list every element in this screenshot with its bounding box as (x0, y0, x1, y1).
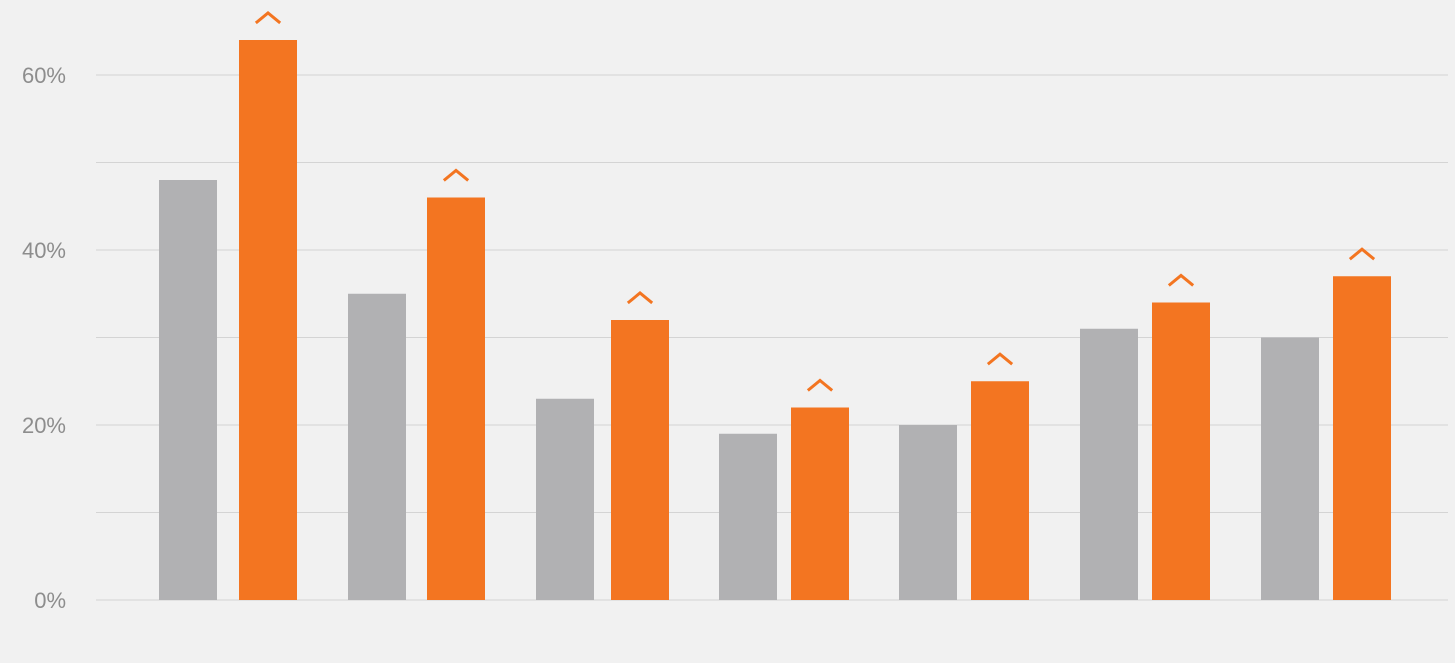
increase-chevron-icon (806, 378, 834, 392)
increase-markers (254, 11, 1376, 392)
bar-series1-category2 (348, 293, 406, 600)
y-tick-label: 60% (22, 63, 66, 88)
increase-chevron-icon (1167, 273, 1195, 287)
bar-series2-category2 (427, 197, 485, 600)
bar-series1-category4 (719, 433, 777, 600)
increase-chevron-icon (626, 291, 654, 305)
bar-series2-category4 (791, 407, 849, 600)
y-tick-label: 40% (22, 238, 66, 263)
increase-chevron-icon (254, 11, 282, 25)
bar-series2-category6 (1152, 302, 1210, 600)
bar-series1-category3 (536, 398, 594, 600)
bar-series2-category3 (611, 320, 669, 600)
increase-chevron-icon (986, 352, 1014, 366)
bar-series2-category5 (971, 381, 1029, 600)
bar-series1-category1 (159, 180, 217, 600)
gridlines (96, 74, 1448, 601)
bar-series2-category1 (239, 40, 297, 600)
y-tick-label: 0% (34, 588, 66, 613)
increase-chevron-icon (1348, 247, 1376, 261)
bar-series1-category6 (1080, 328, 1138, 600)
y-axis-ticks: 0% 20% 40% 60% (22, 63, 66, 613)
bar-series2-category7 (1333, 276, 1391, 600)
bars (159, 40, 1391, 600)
increase-chevron-icon (442, 168, 470, 182)
bar-series1-category5 (899, 425, 957, 600)
bar-series1-category7 (1261, 337, 1319, 600)
y-tick-label: 20% (22, 413, 66, 438)
